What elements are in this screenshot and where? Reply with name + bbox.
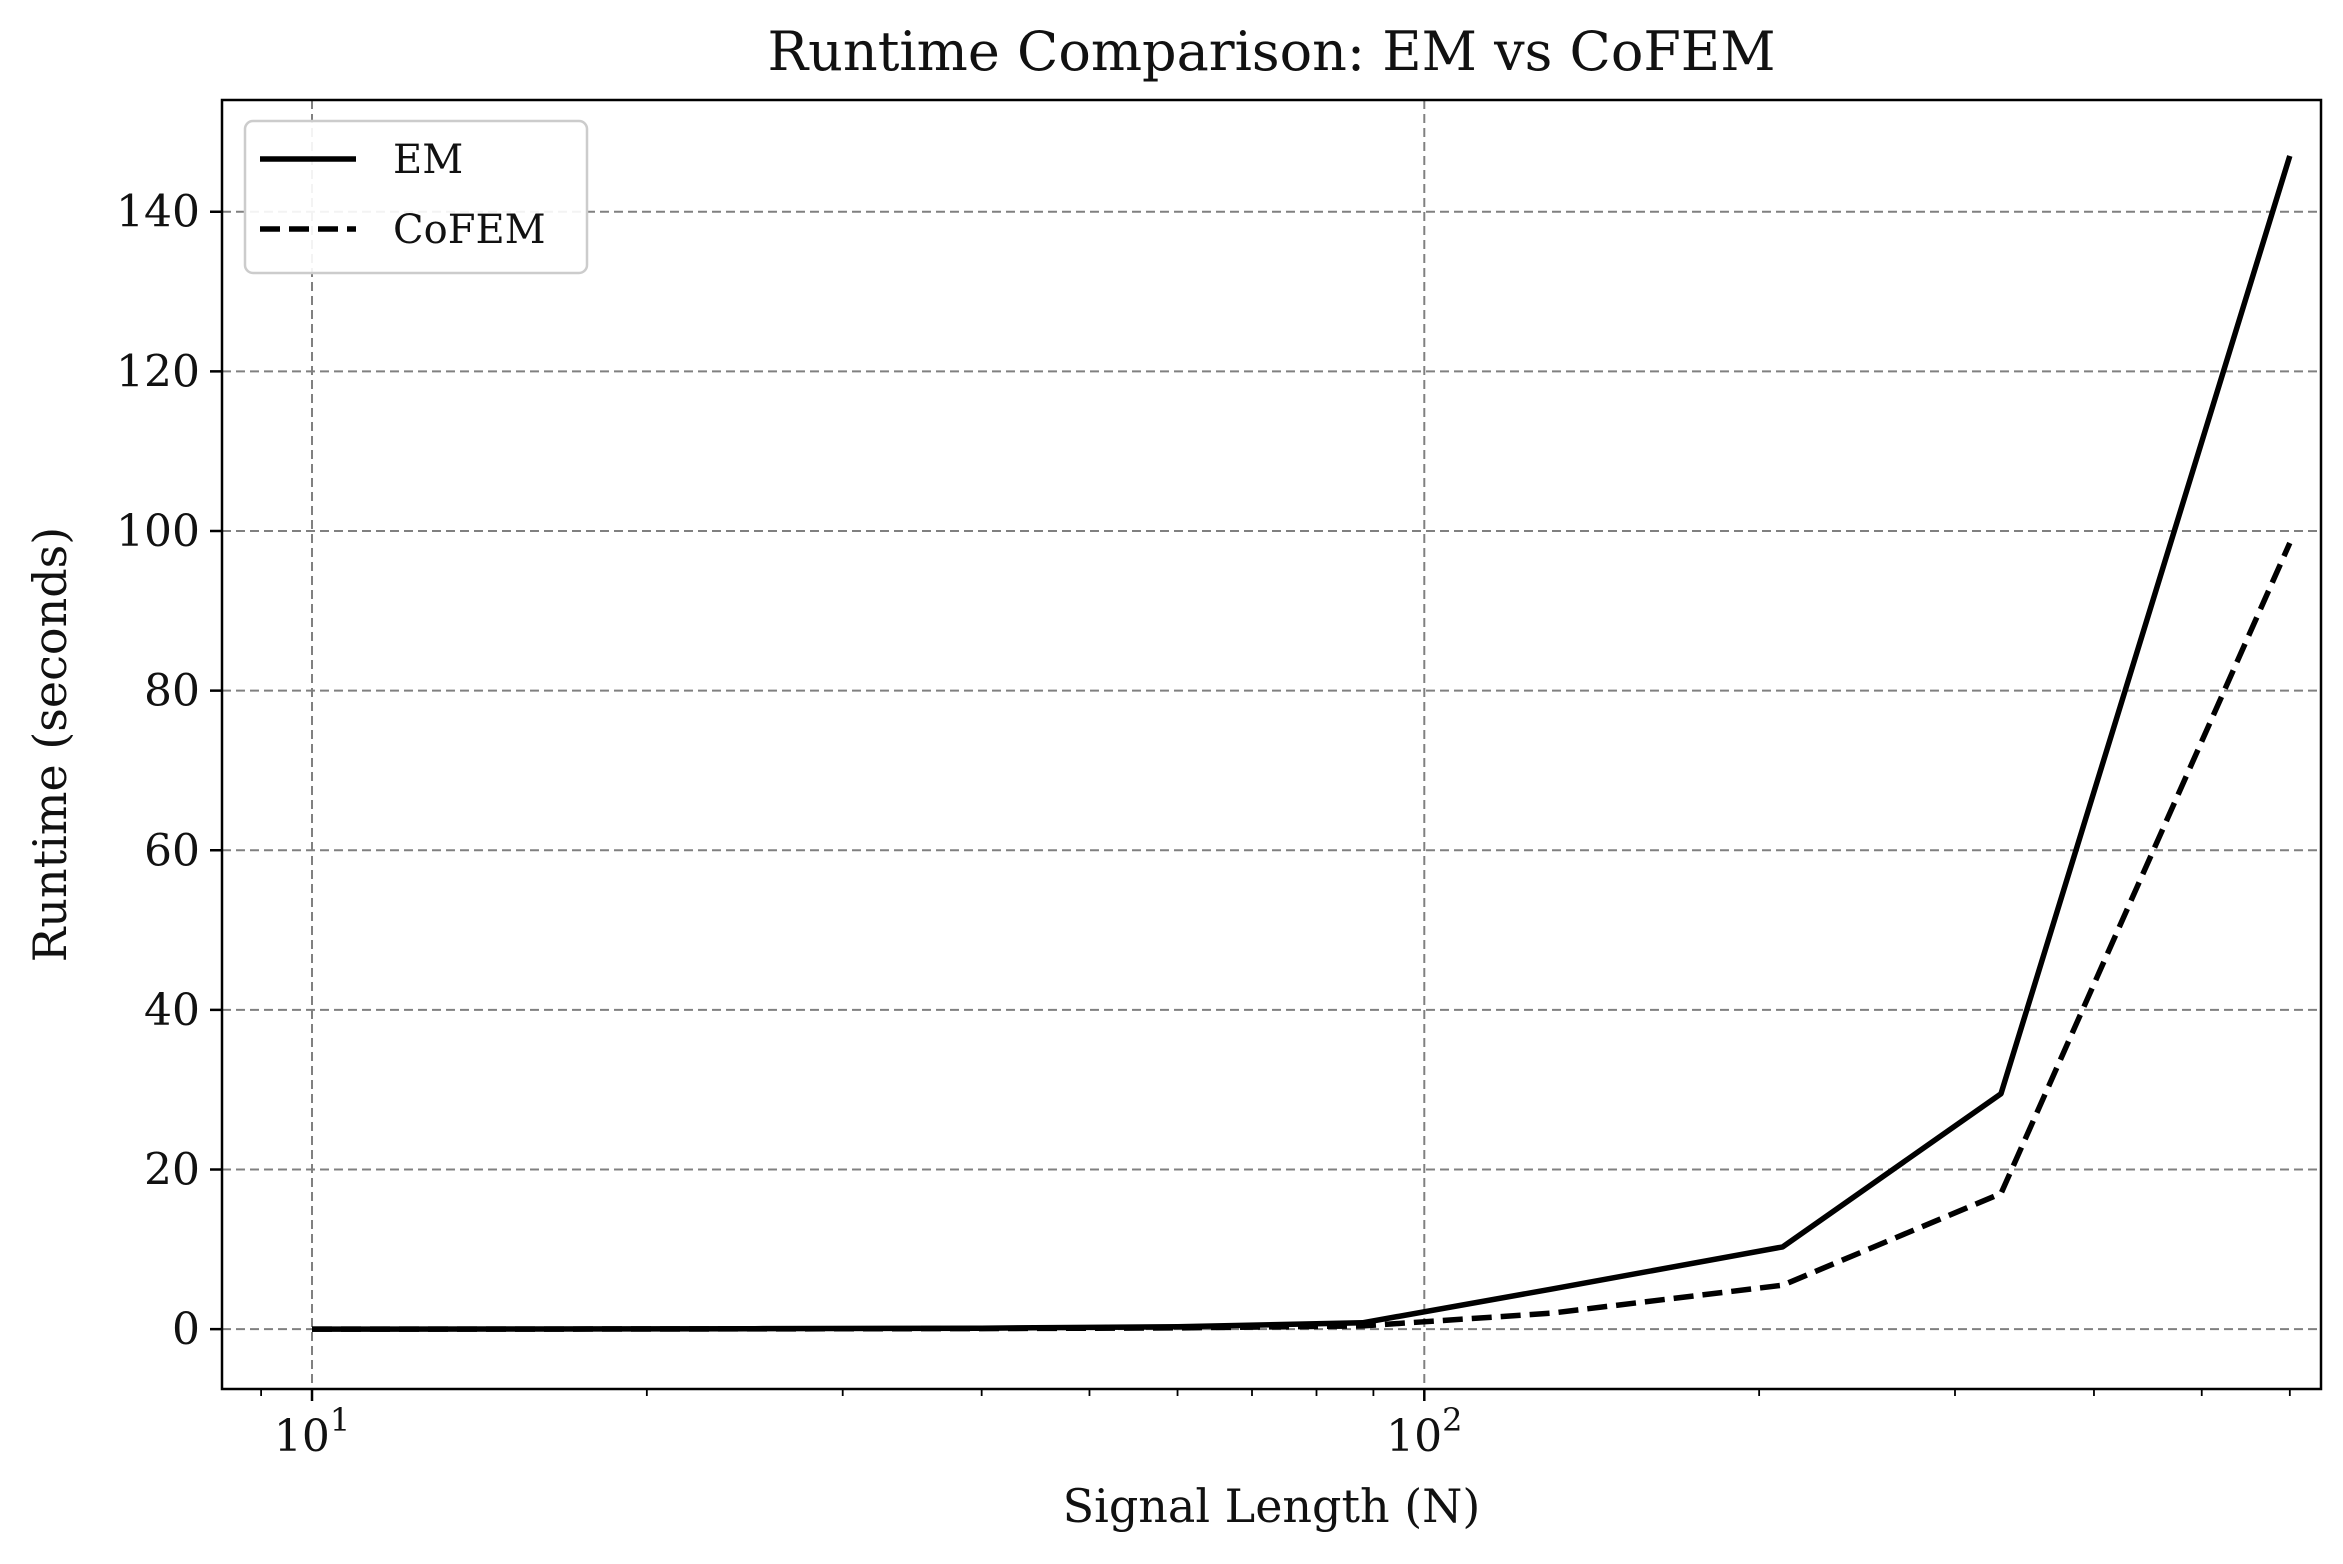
y-tick-label: 60 [144, 825, 200, 876]
y-tick-label: 20 [144, 1145, 200, 1196]
legend-label-cofem: CoFEM [393, 207, 546, 253]
y-tick-label: 80 [144, 666, 200, 717]
y-tick-label: 0 [172, 1304, 200, 1355]
series-line-cofem [312, 541, 2293, 1332]
axes-frame [220, 98, 2323, 1391]
x-tick-label: 102 [1386, 1401, 1462, 1462]
grid-layer [222, 100, 2321, 1389]
series-layer [311, 155, 2293, 1332]
legend: EM CoFEM [243, 119, 589, 275]
y-axis-label: Runtime (seconds) [23, 527, 77, 962]
y-tick-label: 100 [116, 506, 200, 557]
y-tick-label: 40 [144, 985, 200, 1036]
x-axis-label: Signal Length (N) [1063, 1479, 1481, 1533]
chart-title: Runtime Comparison: EM vs CoFEM [767, 20, 1775, 83]
y-tick-label: 140 [116, 187, 200, 238]
legend-label-em: EM [393, 137, 463, 183]
x-tick-label: 101 [274, 1401, 350, 1462]
tick-layer: 0 20 40 60 80 100 120 140 101 102 [116, 187, 2291, 1462]
y-tick-label: 120 [116, 346, 200, 397]
